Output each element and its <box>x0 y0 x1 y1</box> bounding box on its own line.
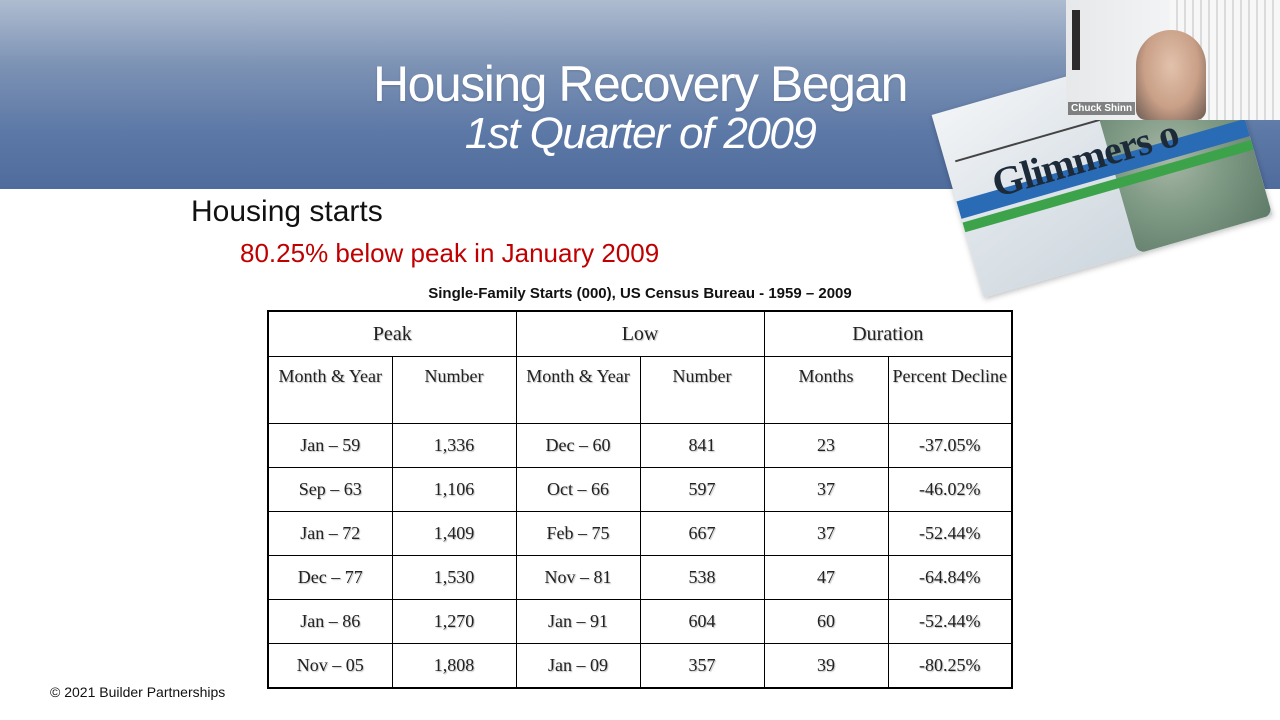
cell-low-month: Feb – 75 <box>515 511 641 556</box>
cell-low-number: 357 <box>639 643 765 689</box>
cell-percent-decline: -80.25% <box>887 643 1013 689</box>
table-group-header-row: Peak Low Duration <box>267 310 1013 357</box>
cell-low-month: Jan – 91 <box>515 599 641 644</box>
cell-months: 23 <box>763 423 889 468</box>
cell-peak-number: 1,409 <box>391 511 517 556</box>
group-low: Low <box>515 310 765 357</box>
cell-peak-number: 1,530 <box>391 555 517 600</box>
housing-starts-table: Peak Low Duration Month & Year Number Mo… <box>267 310 1014 689</box>
cell-peak-number: 1,336 <box>391 423 517 468</box>
col-peak-number: Number <box>391 356 517 424</box>
cell-low-month: Dec – 60 <box>515 423 641 468</box>
participant-name-label: Chuck Shinn <box>1068 102 1136 115</box>
cell-percent-decline: -64.84% <box>887 555 1013 600</box>
cell-low-month: Nov – 81 <box>515 555 641 600</box>
cell-peak-month: Sep – 63 <box>267 467 393 512</box>
table-row: Jan – 59 1,336 Dec – 60 841 23 -37.05% <box>267 423 1013 468</box>
table-row: Nov – 05 1,808 Jan – 09 357 39 -80.25% <box>267 643 1013 689</box>
table-row: Sep – 63 1,106 Oct – 66 597 37 -46.02% <box>267 467 1013 512</box>
cell-percent-decline: -52.44% <box>887 599 1013 644</box>
cell-months: 39 <box>763 643 889 689</box>
col-percent-decline: Percent Decline <box>887 356 1013 424</box>
slide-subtitle: 1st Quarter of 2009 <box>464 109 817 158</box>
cell-percent-decline: -46.02% <box>887 467 1013 512</box>
col-low-number: Number <box>639 356 765 424</box>
col-peak-month-year: Month & Year <box>267 356 393 424</box>
cell-percent-decline: -37.05% <box>887 423 1013 468</box>
cell-low-number: 667 <box>639 511 765 556</box>
group-duration: Duration <box>763 310 1013 357</box>
cell-months: 37 <box>763 511 889 556</box>
table-row: Jan – 72 1,409 Feb – 75 667 37 -52.44% <box>267 511 1013 556</box>
cell-peak-number: 1,808 <box>391 643 517 689</box>
cell-peak-month: Jan – 59 <box>267 423 393 468</box>
cell-months: 60 <box>763 599 889 644</box>
cell-peak-number: 1,270 <box>391 599 517 644</box>
table-row: Dec – 77 1,530 Nov – 81 538 47 -64.84% <box>267 555 1013 600</box>
cell-months: 37 <box>763 467 889 512</box>
cell-low-number: 538 <box>639 555 765 600</box>
participant-avatar <box>1136 30 1206 120</box>
cell-peak-month: Jan – 72 <box>267 511 393 556</box>
table-column-header-row: Month & Year Number Month & Year Number … <box>267 356 1013 424</box>
slide-subheading: 80.25% below peak in January 2009 <box>240 238 660 268</box>
lamp <box>1072 10 1080 70</box>
table-caption: Single-Family Starts (000), US Census Bu… <box>428 285 852 302</box>
cell-low-number: 841 <box>639 423 765 468</box>
col-low-month-year: Month & Year <box>515 356 641 424</box>
cell-peak-month: Dec – 77 <box>267 555 393 600</box>
slide-title: Housing Recovery Began <box>373 56 909 112</box>
group-peak: Peak <box>267 310 517 357</box>
copyright-footer: © 2021 Builder Partnerships <box>50 684 226 700</box>
participant-video-tile[interactable]: Chuck Shinn <box>1066 0 1280 120</box>
cell-low-number: 597 <box>639 467 765 512</box>
col-months: Months <box>763 356 889 424</box>
cell-low-number: 604 <box>639 599 765 644</box>
cell-peak-month: Jan – 86 <box>267 599 393 644</box>
slide-heading: Housing starts <box>191 195 383 228</box>
cell-months: 47 <box>763 555 889 600</box>
cell-peak-month: Nov – 05 <box>267 643 393 689</box>
cell-low-month: Oct – 66 <box>515 467 641 512</box>
table-row: Jan – 86 1,270 Jan – 91 604 60 -52.44% <box>267 599 1013 644</box>
cell-peak-number: 1,106 <box>391 467 517 512</box>
cell-low-month: Jan – 09 <box>515 643 641 689</box>
cell-percent-decline: -52.44% <box>887 511 1013 556</box>
